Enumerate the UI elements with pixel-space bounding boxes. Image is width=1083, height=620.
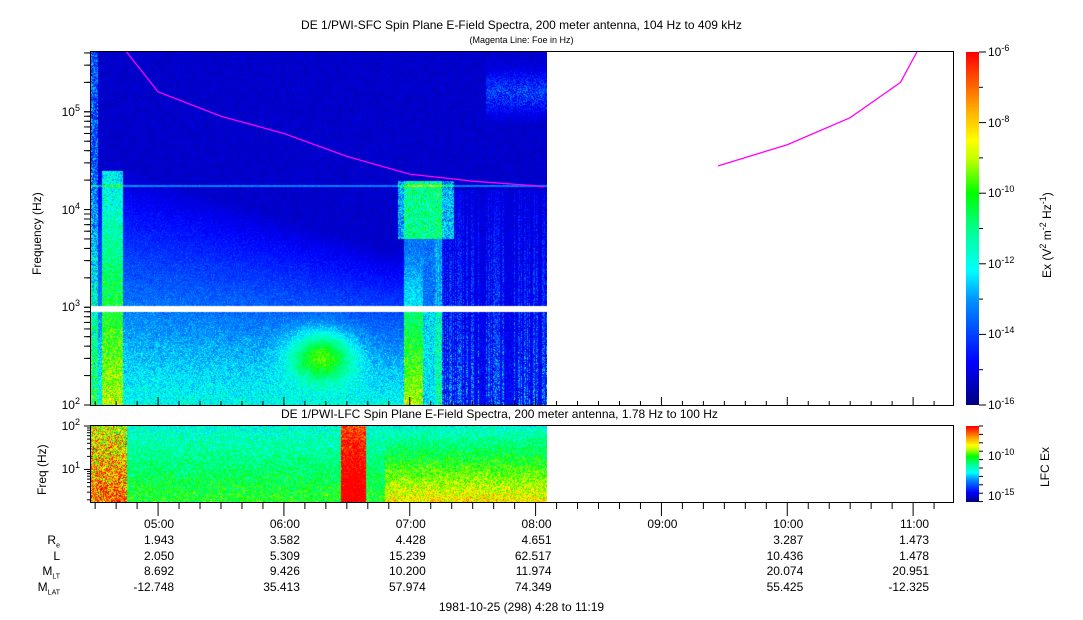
footer-date-range: 1981-10-25 (298) 4:28 to 11:19 — [438, 600, 605, 614]
ephemeris-value: 20.074 — [766, 564, 804, 578]
ephemeris-row-label: L — [53, 548, 60, 563]
colorbar-top — [966, 52, 979, 405]
top-subtitle: (Magenta Line: Foe in Hz) — [469, 35, 574, 45]
time-tick-label: 05:00 — [144, 517, 175, 531]
ephemeris-value: 11.974 — [515, 564, 552, 578]
bottom-title: DE 1/PWI-LFC Spin Plane E-Field Spectra,… — [281, 407, 718, 421]
colorbar-top-label: Ex (V2 m-2 Hz-1) — [1038, 192, 1054, 278]
ephemeris-value: 1.478 — [899, 548, 930, 563]
ephemeris-value: 57.974 — [389, 579, 426, 594]
time-tick-label: 08:00 — [521, 517, 552, 531]
time-tick-label: 11:00 — [899, 517, 930, 531]
sfc-spectrogram-heatmap — [91, 52, 547, 405]
time-tick-label: 09:00 — [647, 517, 678, 531]
ephemeris-value: 20.951 — [892, 564, 930, 578]
time-tick-label: 07:00 — [395, 517, 426, 531]
colorbar-bottom — [966, 426, 979, 502]
ephemeris-value: 74.349 — [514, 579, 552, 594]
top-plot-frame — [90, 51, 954, 406]
colorbar-tick-label: 10-12 — [988, 254, 1015, 271]
lfc-colorbar-tick-label: 10-10 — [988, 447, 1015, 463]
ephemeris-value: 1.473 — [899, 533, 930, 547]
ephemeris-value: 4.651 — [521, 533, 552, 547]
ephemeris-value: 3.582 — [269, 533, 300, 547]
ephemeris-value: 35.413 — [263, 579, 300, 594]
ephemeris-row-label: Re — [47, 533, 60, 550]
lfc-freq-tick-label: 101 — [61, 460, 80, 477]
ephemeris-value: -12.748 — [133, 579, 175, 594]
ephemeris-value: 55.425 — [766, 579, 804, 594]
ephemeris-value: 2.050 — [144, 548, 175, 563]
foe-line-segment-1 — [717, 51, 918, 167]
top-title: DE 1/PWI-SFC Spin Plane E-Field Spectra,… — [301, 18, 742, 32]
bottom-plot-frame — [90, 425, 954, 503]
freq-tick-label: 103 — [61, 298, 80, 315]
ephemeris-row-label: MLT — [42, 564, 60, 581]
colorbar-bottom-label: LFC Ex — [1038, 446, 1052, 487]
ephemeris-value: 8.692 — [144, 564, 175, 578]
time-tick-label: 10:00 — [773, 517, 804, 531]
ephemeris-row-label: MLAT — [37, 579, 60, 596]
freq-tick-label: 105 — [61, 102, 80, 119]
time-tick-label: 06:00 — [269, 517, 300, 531]
ephemeris-value: 4.428 — [395, 533, 426, 547]
lfc-freq-tick-label: 102 — [61, 417, 80, 433]
ephemeris-value: 3.287 — [773, 533, 804, 547]
ephemeris-value: 9.426 — [269, 564, 300, 578]
ephemeris-value: 1.943 — [144, 533, 175, 547]
colorbar-tick-label: 10-8 — [988, 113, 1010, 130]
ephemeris-value: 5.309 — [269, 548, 300, 563]
freq-tick-label: 104 — [61, 200, 80, 217]
colorbar-tick-label: 10-10 — [988, 184, 1015, 201]
lfc-colorbar-tick-label: 10-15 — [988, 487, 1015, 503]
colorbar-tick-label: 10-6 — [988, 43, 1010, 59]
colorbar-tick-label: 10-14 — [988, 325, 1015, 342]
foe-line-segment-0 — [126, 51, 545, 188]
ephemeris-value: 10.436 — [766, 548, 804, 563]
freq-tick-label: 102 — [61, 396, 80, 412]
colorbar-tick-label: 10-16 — [988, 396, 1015, 412]
ephemeris-value: 62.517 — [514, 548, 552, 563]
ephemeris-value: -12.325 — [888, 579, 930, 594]
ephemeris-value: 10.200 — [389, 564, 426, 578]
ephemeris-value: 15.239 — [389, 548, 426, 563]
lfc-spectrogram-heatmap — [91, 426, 547, 502]
